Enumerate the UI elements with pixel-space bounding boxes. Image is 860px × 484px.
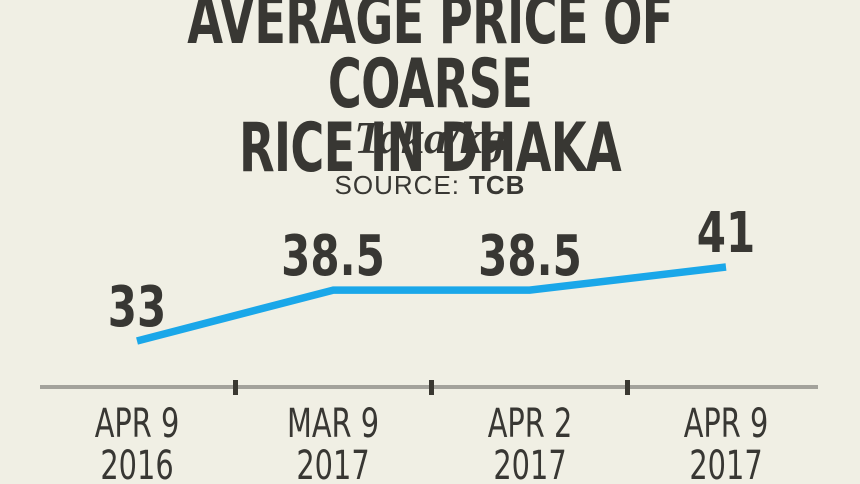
x-axis-label: APR 2 2017 <box>458 403 602 484</box>
price-line <box>136 263 727 345</box>
source-line: SOURCE: TCB <box>0 170 860 200</box>
x-axis-label-year: 2017 <box>493 443 567 484</box>
axis-tick <box>429 380 434 395</box>
x-axis-label-date: APR 9 <box>94 401 180 447</box>
value-label: 38.5 <box>281 224 386 290</box>
axis-tick <box>625 380 631 395</box>
axis-tick <box>232 380 238 395</box>
title-line-1: AVERAGE PRICE OF COARSE <box>187 0 673 124</box>
unit-label: Taka/kg <box>354 112 506 163</box>
title-line-2: RICE IN DHAKA <box>238 109 622 188</box>
source-value: TCB <box>469 170 526 200</box>
x-axis-label-year: 2016 <box>100 443 174 484</box>
x-axis-label: MAR 9 2017 <box>261 403 405 484</box>
x-axis-label-date: APR 2 <box>487 401 572 447</box>
x-axis-label: APR 9 2016 <box>65 403 209 484</box>
value-label: 38.5 <box>477 224 582 290</box>
x-axis-label-date: MAR 9 <box>287 401 380 447</box>
page-title: AVERAGE PRICE OF COARSE RICE IN DHAKA <box>138 0 723 188</box>
x-axis-label-date: APR 9 <box>683 401 769 447</box>
source-label: SOURCE: <box>334 170 461 200</box>
x-axis-label-year: 2017 <box>296 443 370 484</box>
value-label: 33 <box>107 275 167 340</box>
value-label: 41 <box>696 201 756 266</box>
x-axis-label-year: 2017 <box>689 443 763 484</box>
x-axis-label: APR 9 2017 <box>654 403 798 484</box>
